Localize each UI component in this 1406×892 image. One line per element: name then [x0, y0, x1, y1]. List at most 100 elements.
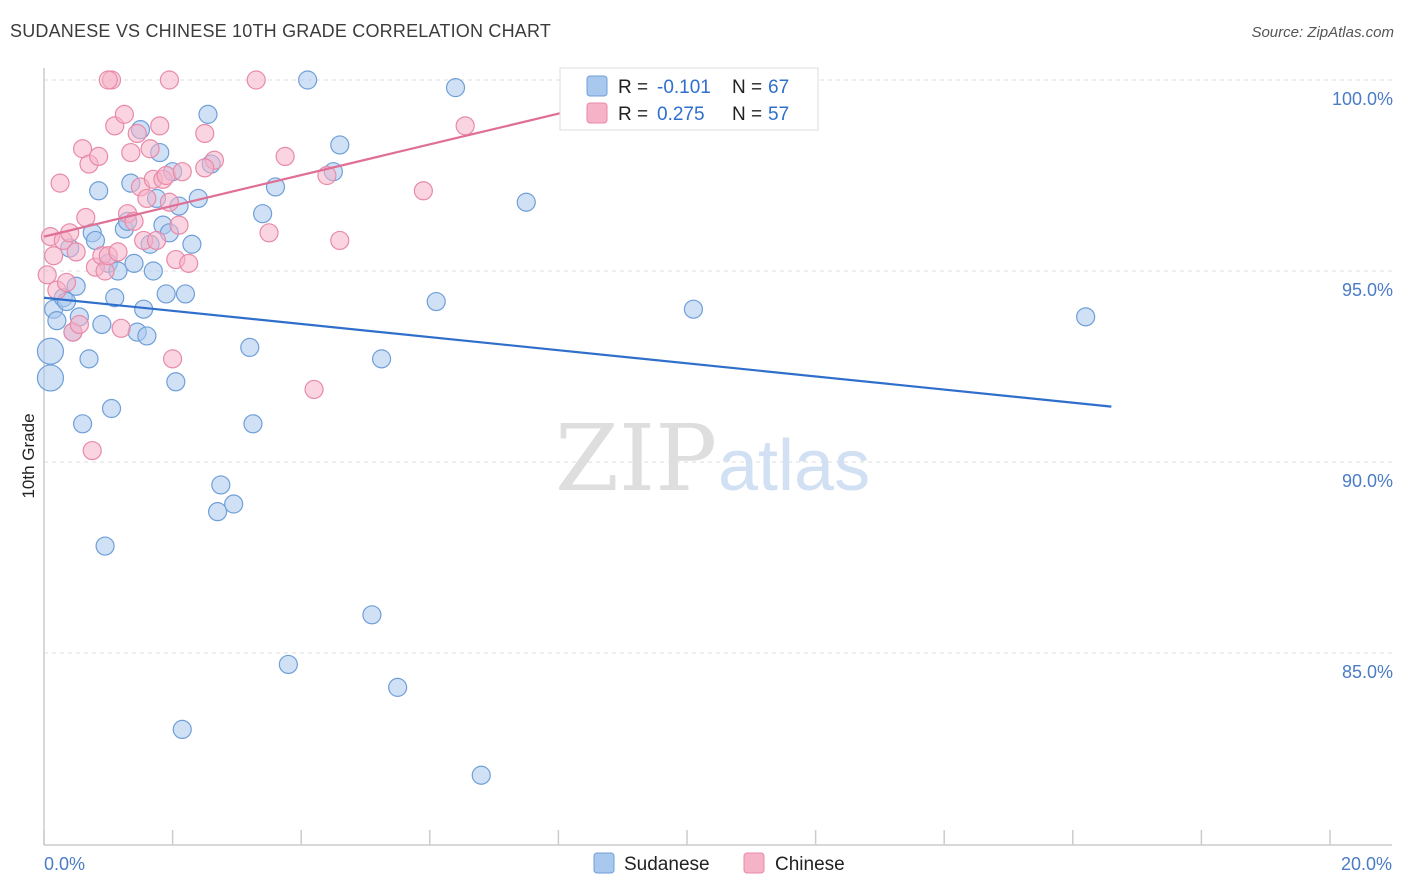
point-sudanese	[105, 288, 125, 308]
point-sudanese	[92, 314, 112, 335]
watermark-zip: ZIP	[555, 405, 717, 512]
point-chinese	[146, 230, 167, 251]
point-chinese	[56, 272, 77, 293]
legend-swatch-chinese	[586, 102, 608, 124]
point-sudanese	[208, 502, 228, 522]
point-chinese	[66, 242, 86, 262]
point-sudanese	[224, 494, 244, 514]
point-chinese	[304, 379, 324, 400]
point-sudanese	[243, 414, 263, 434]
point-sudanese	[388, 677, 408, 697]
point-sudanese	[445, 78, 466, 98]
x-tick-label-min: 0.0%	[44, 854, 85, 874]
point-sudanese	[36, 364, 65, 392]
point-sudanese	[79, 349, 99, 369]
point-sudanese	[362, 605, 382, 625]
legend-r-label-sudanese: R =	[618, 77, 648, 98]
point-chinese	[121, 142, 141, 163]
chart-title: SUDANESE VS CHINESE 10TH GRADE CORRELATI…	[10, 21, 552, 41]
point-chinese	[50, 173, 70, 193]
legend-n-label-chinese: N =	[732, 104, 762, 125]
point-sudanese	[211, 475, 231, 495]
point-sudanese	[47, 311, 67, 331]
point-chinese	[140, 139, 160, 159]
legend-bottom-swatch-sudanese	[593, 852, 615, 874]
y-tick-label: 95.0%	[1342, 280, 1393, 300]
point-chinese	[114, 104, 134, 124]
point-chinese	[108, 242, 128, 262]
legend-n-label-sudanese: N =	[732, 77, 762, 98]
point-chinese	[455, 116, 475, 136]
point-chinese	[127, 123, 147, 144]
point-sudanese	[240, 337, 260, 357]
legend-r-value-chinese: 0.275	[657, 104, 705, 125]
point-sudanese	[471, 765, 491, 785]
series-sudanese	[36, 70, 1096, 785]
legend-n-value-chinese: 57	[768, 104, 789, 125]
legend-swatch-sudanese	[586, 75, 608, 97]
point-chinese	[159, 70, 179, 90]
point-sudanese	[683, 299, 704, 319]
y-tick-labels: 85.0% 90.0% 95.0% 100.0%	[1332, 89, 1393, 682]
legend-top: R = -0.101 N = 67 R = 0.275 N = 57	[559, 67, 819, 131]
point-chinese	[246, 70, 266, 90]
point-sudanese	[198, 104, 218, 124]
x-ticks	[43, 830, 1331, 845]
legend-bottom-label-chinese: Chinese	[775, 854, 845, 875]
legend-bottom-label-sudanese: Sudanese	[624, 854, 710, 875]
point-sudanese	[101, 398, 122, 419]
point-chinese	[76, 207, 96, 228]
point-sudanese	[175, 284, 196, 304]
point-sudanese	[156, 284, 176, 304]
point-chinese	[195, 158, 215, 178]
point-sudanese	[330, 135, 350, 155]
point-sudanese	[278, 654, 298, 675]
point-sudanese	[95, 536, 115, 556]
point-chinese	[111, 318, 131, 338]
trendline-sudanese	[43, 296, 1112, 408]
y-axis-title: 10th Grade	[19, 413, 38, 498]
source-credit: Source: ZipAtlas.com	[1251, 24, 1394, 41]
grid	[44, 79, 1392, 654]
point-chinese	[69, 314, 89, 335]
point-chinese	[137, 188, 157, 209]
point-sudanese	[182, 234, 202, 254]
legend-n-value-sudanese: 67	[768, 77, 789, 98]
legend-bottom: Sudanese Chinese	[593, 852, 845, 875]
point-sudanese	[172, 719, 192, 740]
point-chinese	[98, 70, 118, 90]
point-sudanese	[1076, 307, 1096, 327]
series-chinese	[37, 70, 475, 461]
point-sudanese	[124, 253, 144, 273]
trendlines	[43, 109, 1112, 408]
point-chinese	[195, 123, 215, 144]
y-tick-label: 100.0%	[1332, 89, 1393, 109]
point-chinese	[413, 181, 433, 201]
y-tick-label: 85.0%	[1342, 662, 1393, 682]
point-sudanese	[72, 414, 93, 434]
point-chinese	[82, 440, 102, 461]
point-chinese	[330, 230, 350, 251]
point-chinese	[259, 223, 279, 243]
point-chinese	[172, 162, 192, 182]
point-sudanese	[166, 372, 186, 392]
point-chinese	[169, 215, 189, 235]
point-chinese	[89, 146, 109, 166]
legend-bottom-swatch-chinese	[743, 852, 765, 874]
point-chinese	[275, 146, 295, 166]
point-sudanese	[253, 204, 273, 224]
point-sudanese	[516, 192, 536, 212]
point-chinese	[163, 349, 183, 369]
point-sudanese	[371, 349, 392, 369]
legend-r-label-chinese: R =	[618, 104, 648, 125]
point-chinese	[44, 246, 64, 266]
legend-r-value-sudanese: -0.101	[657, 77, 711, 98]
point-sudanese	[36, 337, 65, 365]
point-chinese	[37, 265, 57, 285]
point-sudanese	[143, 261, 163, 281]
point-sudanese	[426, 291, 446, 312]
x-tick-label-max: 20.0%	[1341, 854, 1392, 874]
point-sudanese	[137, 326, 157, 346]
y-tick-label: 90.0%	[1342, 471, 1393, 491]
